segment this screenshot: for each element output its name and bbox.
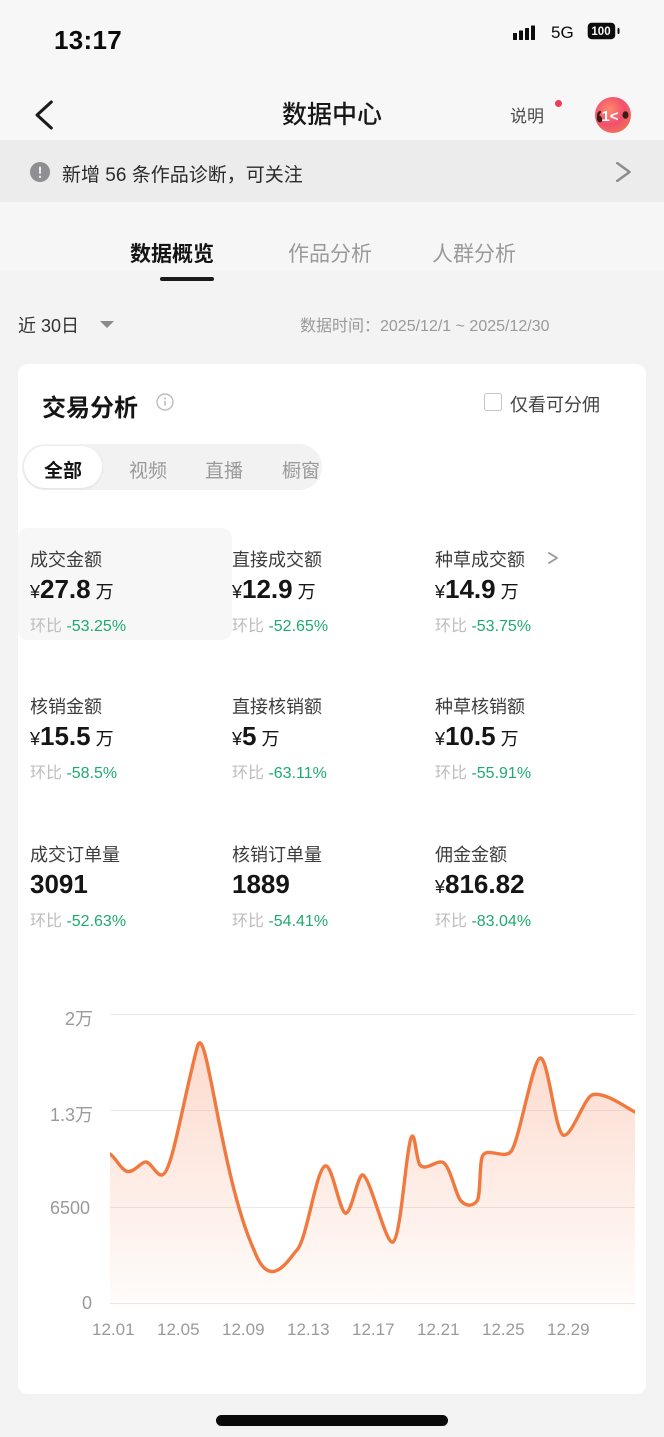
svg-text:100: 100 bbox=[591, 26, 610, 38]
svg-text:1<: 1< bbox=[601, 108, 618, 125]
